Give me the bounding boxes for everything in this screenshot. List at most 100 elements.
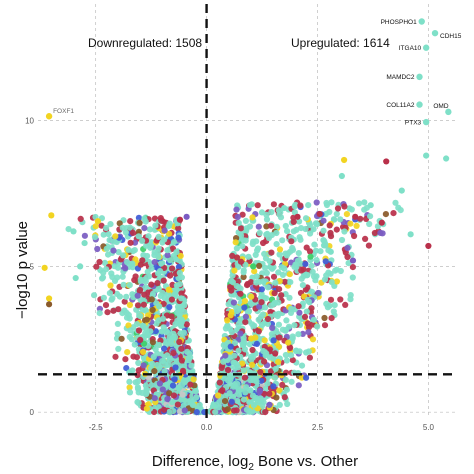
data-point bbox=[161, 368, 168, 375]
outlier-point bbox=[423, 152, 430, 159]
data-point bbox=[242, 389, 249, 396]
data-point bbox=[230, 299, 237, 306]
data-point bbox=[140, 340, 148, 347]
data-point bbox=[299, 282, 306, 289]
data-point bbox=[187, 381, 194, 388]
data-point bbox=[234, 397, 241, 405]
data-point bbox=[248, 201, 255, 208]
data-point bbox=[341, 228, 348, 235]
outlier-point bbox=[183, 213, 190, 220]
data-point bbox=[283, 317, 290, 324]
data-point bbox=[306, 221, 314, 229]
data-point bbox=[152, 346, 159, 353]
data-point bbox=[282, 327, 289, 334]
data-point bbox=[276, 286, 283, 293]
data-point bbox=[273, 241, 280, 248]
data-point bbox=[258, 377, 265, 384]
data-point bbox=[175, 263, 182, 271]
outlier-point bbox=[94, 218, 101, 225]
data-point bbox=[141, 225, 148, 232]
data-point bbox=[271, 290, 278, 297]
data-point bbox=[251, 268, 258, 275]
data-point bbox=[227, 284, 234, 291]
data-point bbox=[237, 290, 244, 297]
data-point bbox=[164, 252, 171, 259]
data-point bbox=[161, 345, 168, 352]
outlier-point bbox=[45, 295, 53, 302]
data-point bbox=[96, 258, 103, 266]
data-point bbox=[298, 374, 305, 381]
x-tick-label: 5.0 bbox=[423, 423, 435, 432]
data-point bbox=[166, 390, 173, 397]
data-point bbox=[273, 223, 280, 230]
data-point bbox=[161, 294, 168, 302]
data-point bbox=[257, 369, 264, 376]
data-point bbox=[143, 316, 150, 323]
data-point bbox=[155, 245, 162, 252]
data-point bbox=[147, 242, 155, 249]
data-point bbox=[115, 249, 122, 256]
data-point bbox=[321, 276, 329, 283]
data-point bbox=[91, 292, 98, 299]
data-point bbox=[308, 288, 316, 295]
data-point bbox=[291, 203, 298, 210]
data-point bbox=[240, 367, 247, 374]
data-point bbox=[116, 220, 123, 227]
data-point bbox=[215, 404, 222, 411]
data-point bbox=[112, 353, 119, 360]
data-point bbox=[168, 296, 175, 303]
data-point bbox=[133, 321, 140, 328]
y-tick-label: 0 bbox=[30, 408, 35, 417]
data-point bbox=[249, 346, 256, 354]
data-point bbox=[233, 254, 241, 261]
data-point bbox=[270, 337, 277, 344]
data-point bbox=[131, 276, 138, 284]
data-point bbox=[283, 386, 290, 393]
data-point bbox=[269, 324, 276, 331]
data-point bbox=[333, 210, 340, 218]
data-point bbox=[247, 377, 254, 384]
data-point bbox=[243, 225, 250, 232]
outlier-point bbox=[349, 257, 357, 264]
data-point bbox=[392, 199, 399, 206]
data-point bbox=[289, 333, 296, 340]
data-point bbox=[390, 210, 397, 217]
data-point bbox=[258, 299, 265, 306]
data-point bbox=[123, 309, 130, 317]
data-point bbox=[233, 206, 240, 213]
data-point bbox=[109, 295, 116, 302]
data-point bbox=[297, 236, 304, 243]
data-point bbox=[262, 409, 269, 416]
data-point bbox=[116, 293, 123, 300]
data-point bbox=[159, 315, 167, 322]
data-point bbox=[160, 406, 168, 413]
data-point bbox=[259, 402, 266, 409]
data-point bbox=[328, 199, 335, 206]
data-point bbox=[229, 252, 236, 259]
data-point bbox=[258, 286, 265, 293]
data-point bbox=[278, 292, 285, 299]
data-point bbox=[119, 224, 126, 231]
data-point bbox=[156, 341, 163, 349]
data-point bbox=[282, 222, 289, 230]
data-point bbox=[261, 390, 268, 397]
data-point bbox=[189, 402, 197, 409]
data-point bbox=[276, 387, 283, 394]
data-point bbox=[134, 378, 141, 385]
data-point bbox=[113, 335, 121, 342]
data-point bbox=[298, 267, 305, 274]
data-point bbox=[175, 234, 182, 241]
data-point bbox=[303, 374, 310, 381]
data-point bbox=[120, 281, 127, 288]
data-point bbox=[134, 292, 141, 299]
data-point bbox=[264, 380, 271, 387]
data-point bbox=[135, 359, 142, 367]
data-point bbox=[266, 258, 273, 265]
gene-label: CDH15 bbox=[440, 33, 462, 40]
data-point bbox=[174, 401, 181, 408]
data-point bbox=[275, 269, 282, 276]
data-point bbox=[111, 277, 119, 284]
data-point bbox=[349, 264, 356, 271]
data-point bbox=[151, 368, 158, 375]
data-point bbox=[349, 274, 356, 281]
